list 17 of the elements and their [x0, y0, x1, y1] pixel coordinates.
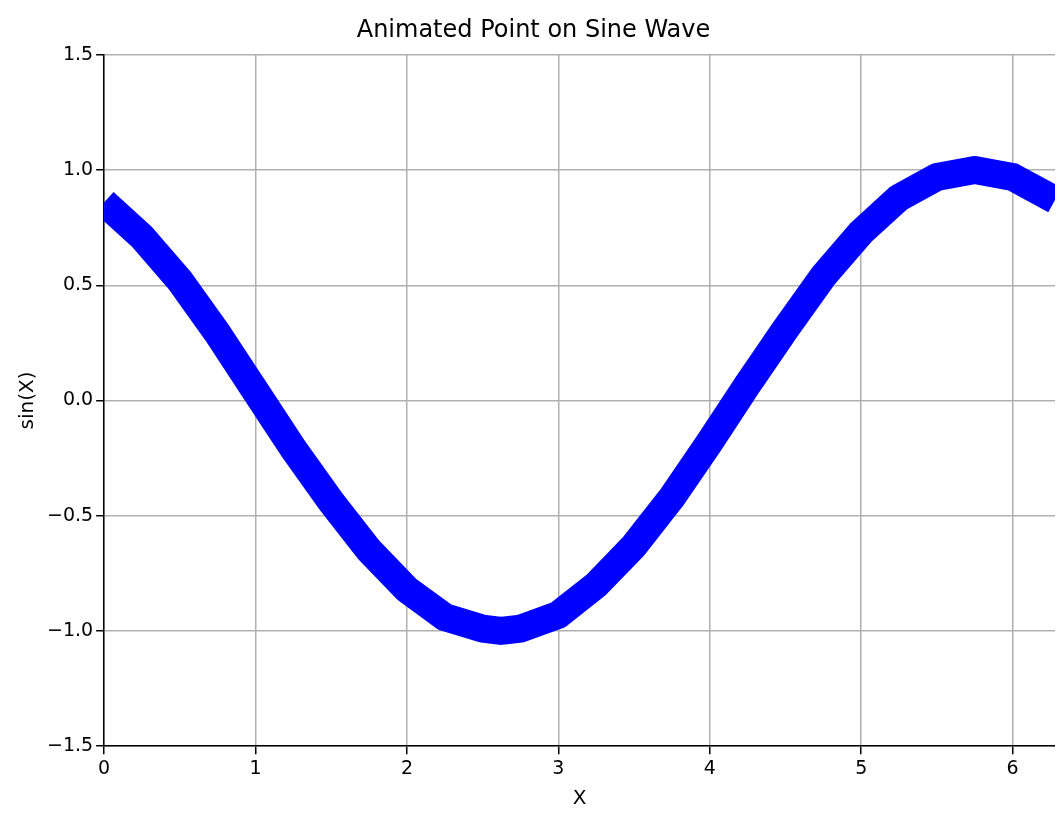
y-tick-label: 0.0: [62, 387, 94, 410]
y-tick-label: 1.5: [62, 41, 94, 64]
x-tick-label: 6: [1006, 755, 1019, 778]
x-tick-label: 0: [98, 755, 111, 778]
y-tick-label: −1.0: [47, 617, 94, 640]
y-tick-label: 0.5: [62, 272, 94, 295]
y-tick-label: −1.5: [47, 733, 94, 756]
x-tick-label: 5: [855, 755, 868, 778]
x-axis-title: X: [572, 785, 587, 810]
y-tick-label: −0.5: [47, 502, 94, 525]
x-tick-label: 1: [249, 755, 262, 778]
y-tick-label: 1.0: [62, 156, 94, 179]
chart-title: Animated Point on Sine Wave: [356, 14, 711, 43]
x-tick-label: 3: [552, 755, 565, 778]
x-tick-label: 4: [703, 755, 716, 778]
x-tick-label: 2: [400, 755, 414, 778]
y-axis-title: sin(X): [14, 371, 39, 430]
